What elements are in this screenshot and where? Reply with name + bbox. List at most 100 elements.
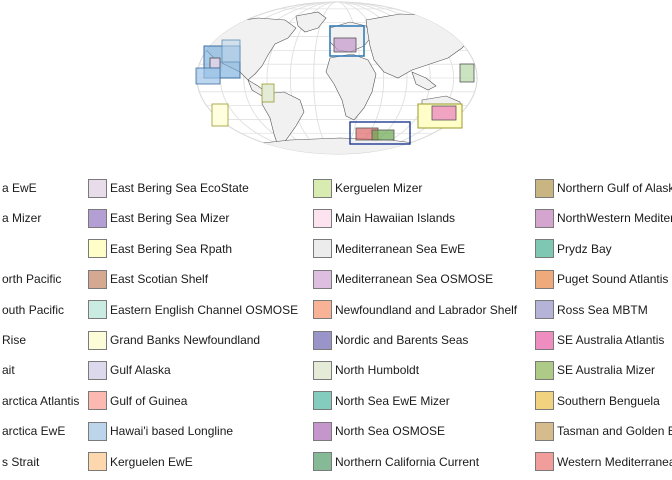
legend-label: a Mizer [2, 211, 42, 226]
legend-item: arctica EwE [0, 420, 65, 442]
legend-swatch [88, 300, 107, 320]
region-north-pacific [195, 67, 221, 85]
legend-swatch [313, 239, 332, 259]
legend-label: Eastern English Channel OSMOSE [110, 302, 299, 317]
legend-item: North Sea OSMOSE [313, 420, 445, 442]
legend-item: a Mizer [0, 207, 41, 229]
legend-item: Mediterranean Sea OSMOSE [313, 268, 493, 290]
legend-swatch [535, 269, 554, 289]
legend-swatch [88, 269, 107, 289]
legend-item: Puget Sound Atlantis [535, 268, 668, 290]
legend-swatch [535, 239, 554, 259]
legend-item: Eastern English Channel OSMOSE [88, 299, 298, 321]
legend-swatch [313, 452, 332, 472]
region-north-humboldt [261, 83, 275, 103]
legend-label: Rise [2, 333, 27, 347]
region-southeast-pacific [211, 103, 229, 127]
legend-swatch [313, 391, 332, 411]
legend-label: Southern Benguela [557, 393, 660, 408]
legend-swatch [313, 208, 332, 228]
legend-swatch [88, 360, 107, 380]
graticule-meridian [289, 2, 385, 154]
legend-label: Hawai'i based Longline [110, 424, 234, 439]
legend-swatch [313, 421, 332, 441]
legend-swatch [88, 330, 107, 350]
region-north-sea [333, 37, 357, 53]
region-east-asia [459, 63, 475, 83]
legend-label: North Sea OSMOSE [335, 424, 446, 439]
region-nordic-barents [329, 25, 365, 57]
legend-swatch [535, 391, 554, 411]
legend-label: Mediterranean Sea EwE [335, 241, 466, 256]
legend-item: Mediterranean Sea EwE [313, 238, 465, 260]
legend-label: orth Pacific [2, 272, 62, 287]
legend-item: Hawai'i based Longline [88, 420, 233, 442]
legend-item: North Humboldt [313, 359, 419, 381]
legend-label: Western Mediterranean [557, 454, 672, 469]
legend-label: Grand Banks Newfoundland [110, 333, 261, 347]
legend-swatch [535, 360, 554, 380]
legend-swatch [535, 300, 554, 320]
land-greenland [295, 11, 327, 33]
legend-swatch [88, 239, 107, 259]
legend-swatch [535, 208, 554, 228]
legend-item [0, 238, 2, 260]
legend-swatch [88, 421, 107, 441]
legend-item: Nordic and Barents Seas [313, 329, 468, 351]
legend-label: Gulf of Guinea [110, 393, 188, 408]
legend-label: Northern Gulf of Alaska [557, 181, 672, 195]
legend-label: ait [2, 363, 15, 378]
graticule-meridian [243, 2, 431, 154]
legend-item: Kerguelen Mizer [313, 177, 422, 199]
world-map [195, 1, 478, 155]
legend-item: s Strait [0, 451, 39, 473]
legend-item: Ross Sea MBTM [535, 299, 648, 321]
legend-label: Newfoundland and Labrador Shelf [335, 302, 518, 317]
legend-label: s Strait [2, 454, 40, 469]
legend-item: Newfoundland and Labrador Shelf [313, 299, 517, 321]
legend-label: arctica Atlantis [2, 393, 80, 408]
legend-item: Main Hawaiian Islands [313, 207, 455, 229]
legend-item: East Scotian Shelf [88, 268, 208, 290]
legend-swatch [313, 330, 332, 350]
legend-label: outh Pacific [2, 302, 65, 317]
legend-item: North Sea EwE Mizer [313, 390, 450, 412]
legend-swatch [313, 269, 332, 289]
legend-label: Gulf Alaska [110, 363, 171, 378]
legend-label: a EwE [2, 181, 37, 195]
legend-label: Puget Sound Atlantis [557, 272, 669, 287]
legend-label: Ross Sea MBTM [557, 302, 648, 317]
legend-swatch [88, 208, 107, 228]
graticule-meridian [266, 2, 408, 154]
legend-label: Tasman and Golden Bays [557, 424, 672, 439]
legend-item: Northern California Current [313, 451, 479, 473]
legend-label: SE Australia Mizer [557, 363, 656, 378]
legend-item: East Bering Sea Rpath [88, 238, 232, 260]
legend-swatch [88, 178, 107, 198]
legend-item: Gulf of Guinea [88, 390, 187, 412]
legend-label: East Bering Sea Rpath [110, 241, 233, 256]
legend-item: arctica Atlantis [0, 390, 79, 412]
legend-label: East Scotian Shelf [110, 272, 209, 287]
legend-label: SE Australia Atlantis [557, 333, 665, 347]
legend-swatch [535, 452, 554, 472]
legend-item: Southern Benguela [535, 390, 660, 412]
legend-label: Nordic and Barents Seas [335, 333, 469, 347]
legend-swatch [535, 178, 554, 198]
legend-label: East Bering Sea Mizer [110, 211, 230, 226]
legend-label: North Sea EwE Mizer [335, 393, 450, 408]
land-se-asia [411, 71, 437, 91]
legend-swatch [535, 421, 554, 441]
legend-label: Northern California Current [335, 454, 480, 469]
land-africa [325, 53, 377, 121]
legend-label: East Bering Sea EcoState [110, 181, 249, 195]
legend-swatch [88, 452, 107, 472]
legend-item: Northern Gulf of Alaska [535, 177, 672, 199]
legend-label: NorthWestern Mediterranean [557, 211, 672, 226]
legend-swatch [313, 300, 332, 320]
legend-swatch [535, 330, 554, 350]
legend-label: Mediterranean Sea OSMOSE [335, 272, 494, 287]
legend-swatch [313, 178, 332, 198]
legend-item: a EwE [0, 177, 37, 199]
